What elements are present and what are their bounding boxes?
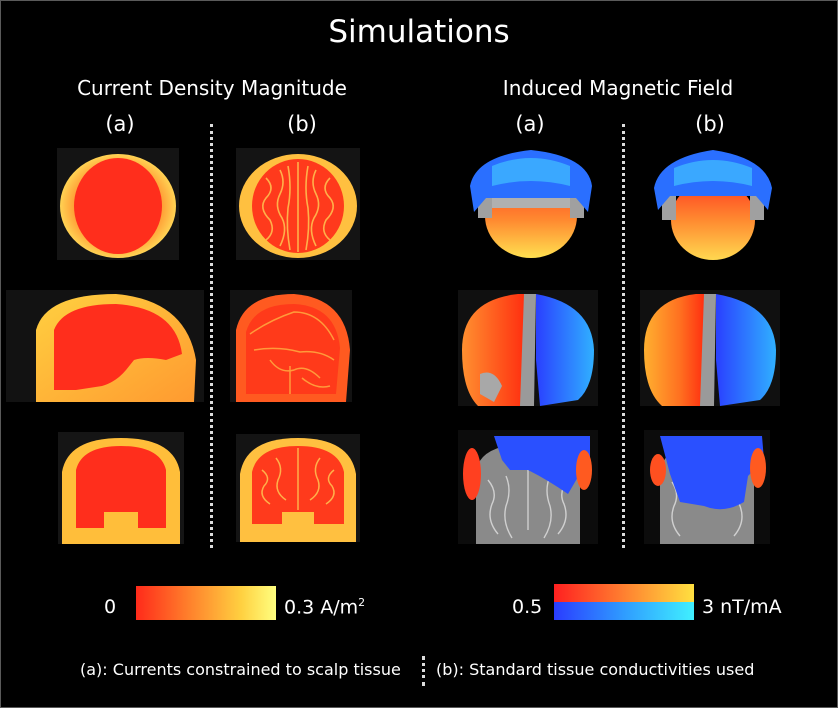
cd-col-b-label: (b) — [287, 112, 317, 136]
magnetic-field-heading: Induced Magnetic Field — [502, 76, 734, 100]
mf-colorbar-max-label: 3 nT/mA — [702, 596, 782, 618]
mf-a-sagittal-panel — [458, 290, 598, 406]
current-density-heading: Current Density Magnitude — [77, 76, 347, 100]
cd-colorbar-max-label: 0.3 A/m2 — [284, 596, 366, 619]
mf-col-a-label: (a) — [515, 112, 545, 136]
mf-column-divider — [622, 124, 625, 548]
mf-b-coronal-panel — [644, 430, 770, 544]
mf-b-sagittal-panel — [640, 290, 780, 406]
cd-column-divider — [210, 124, 213, 548]
cd-a-sagittal-panel — [6, 290, 204, 402]
cd-b-axial-panel — [236, 148, 360, 260]
mf-a-axial-panel — [466, 146, 596, 260]
cd-colorbar — [136, 586, 276, 620]
cd-b-coronal-panel — [236, 434, 360, 542]
cd-col-a-label: (a) — [105, 112, 135, 136]
cd-b-sagittal-panel — [230, 290, 352, 402]
mf-colorbar — [554, 584, 694, 620]
mf-a-coronal-panel — [458, 430, 598, 544]
cd-colorbar-min-label: 0 — [104, 596, 117, 618]
footer-note-a: (a): Currents constrained to scalp tissu… — [80, 660, 401, 679]
figure-title: Simulations — [328, 14, 510, 50]
cd-a-coronal-panel — [58, 432, 184, 544]
mf-col-b-label: (b) — [695, 112, 725, 136]
mf-b-axial-panel — [652, 148, 774, 262]
mf-colorbar-min-label: 0.5 — [512, 596, 543, 618]
footer-divider — [422, 656, 425, 686]
cd-a-axial-panel — [57, 148, 179, 260]
footer-note-b: (b): Standard tissue conductivities used — [436, 660, 755, 679]
